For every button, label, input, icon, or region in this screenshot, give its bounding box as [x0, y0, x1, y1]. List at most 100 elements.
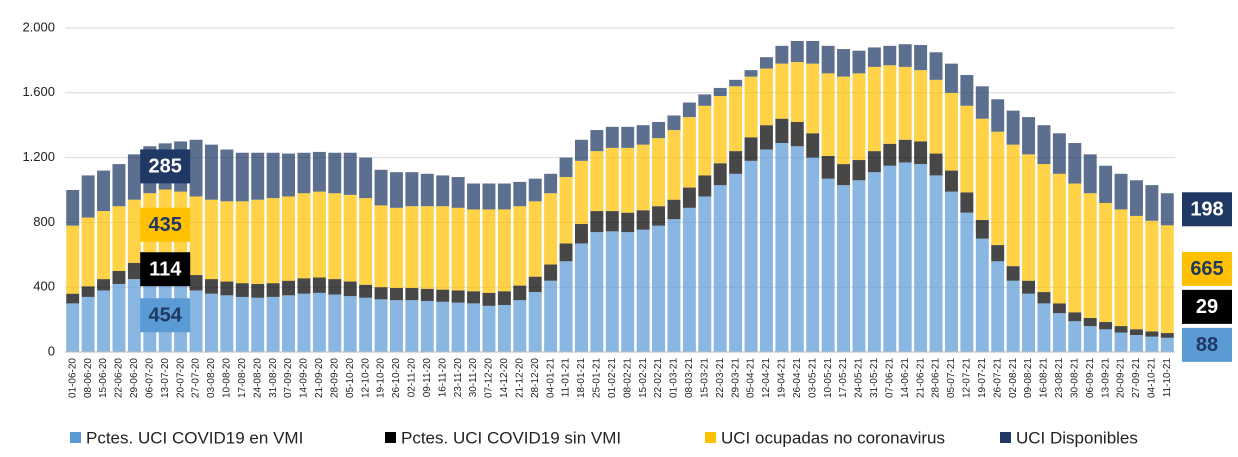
x-tick-label: 19-10-20	[376, 358, 387, 398]
bar-segment	[220, 201, 234, 282]
bar-segment	[744, 160, 758, 352]
x-tick-label: 29-06-20	[129, 358, 140, 398]
bar-segment	[713, 163, 727, 186]
bar-segment	[975, 118, 989, 220]
bar-segment	[266, 296, 280, 352]
bar-segment	[867, 172, 881, 352]
bar-segment	[497, 209, 511, 292]
x-tick-label: 19-04-21	[777, 358, 788, 398]
bar-segment	[467, 209, 481, 292]
bar-segment	[914, 141, 928, 165]
x-tick-label: 28-12-20	[530, 358, 541, 398]
bar-segment	[312, 277, 326, 293]
label-box	[1182, 251, 1232, 286]
bar-segment	[1022, 280, 1036, 294]
bar-segment	[698, 105, 712, 176]
bar-segment	[97, 279, 111, 291]
x-tick-label: 21-12-20	[514, 358, 525, 398]
bar-segment	[636, 144, 650, 211]
bar-segment	[713, 185, 727, 352]
bar-segment	[282, 196, 296, 281]
bar-segment	[282, 280, 296, 296]
bar-segment	[821, 73, 835, 156]
bar-segment	[944, 63, 958, 93]
label-box	[140, 149, 191, 184]
bar-segment	[220, 281, 234, 296]
x-tick-label: 02-11-20	[407, 358, 418, 398]
bar-segment	[81, 286, 95, 297]
x-tick-label: 27-09-21	[1131, 358, 1142, 398]
x-tick-label: 23-11-20	[453, 358, 464, 398]
x-tick-label: 25-01-21	[592, 358, 603, 398]
bar-segment	[374, 287, 388, 300]
x-tick-label: 03-08-20	[206, 358, 217, 398]
bar-segment	[790, 146, 804, 352]
x-tick-label: 22-03-21	[715, 358, 726, 398]
bar-segment	[960, 212, 974, 352]
bar-segment	[621, 232, 635, 352]
bar-segment	[867, 66, 881, 152]
x-tick-label: 22-02-21	[653, 358, 664, 398]
x-tick-label: 16-11-20	[437, 358, 448, 398]
x-tick-label: 08-06-20	[83, 358, 94, 398]
bar-segment	[204, 199, 218, 280]
bar-segment	[960, 74, 974, 106]
bar-segment	[682, 117, 696, 188]
bar-segment	[698, 175, 712, 197]
legend-swatch	[1000, 432, 1011, 443]
bar-segment	[1145, 331, 1159, 337]
bar-segment	[929, 79, 943, 154]
bar-segment	[328, 294, 342, 352]
bar-segment	[759, 149, 773, 352]
bar-segment	[636, 210, 650, 230]
bar-segment	[806, 133, 820, 158]
bar-segment	[1160, 337, 1174, 352]
x-tick-label: 05-04-21	[746, 358, 757, 398]
data-label: 454	[149, 305, 183, 327]
bar-segment	[266, 152, 280, 199]
bar-segment	[837, 49, 851, 77]
bar-segment	[97, 170, 111, 212]
bar-segment	[759, 68, 773, 126]
bar-segment	[775, 143, 789, 352]
bar-segment	[235, 201, 249, 284]
bar-segment	[590, 211, 604, 233]
bar-segment	[405, 172, 419, 207]
y-tick-label: 1.200	[22, 149, 55, 164]
bar-segment	[682, 207, 696, 352]
bar-segment	[235, 296, 249, 352]
x-tick-label: 29-03-21	[730, 358, 741, 398]
bar-segment	[574, 160, 588, 225]
data-label: 198	[1190, 199, 1223, 221]
bar-segment	[374, 299, 388, 352]
bar-segment	[220, 295, 234, 352]
bar-segment	[359, 284, 373, 298]
x-tick-label: 26-10-20	[391, 358, 402, 398]
bar-segment	[806, 157, 820, 352]
bar-segment	[682, 102, 696, 118]
bar-segment	[929, 52, 943, 80]
legend-label: UCI ocupadas no coronavirus	[721, 428, 945, 447]
bar-segment	[698, 196, 712, 352]
bar-segment	[605, 126, 619, 148]
data-label: 665	[1190, 258, 1223, 280]
bar-segment	[482, 305, 496, 352]
legend-label: UCI Disponibles	[1016, 428, 1138, 447]
label-box	[140, 207, 191, 242]
bar-segment	[821, 178, 835, 352]
bar-segment	[389, 207, 403, 289]
bar-segment	[960, 192, 974, 213]
x-tick-label: 06-07-20	[144, 358, 155, 398]
bar-segment	[189, 275, 203, 291]
bar-segment	[1083, 193, 1097, 318]
bar-segment	[713, 87, 727, 97]
x-tick-label: 28-06-21	[931, 358, 942, 398]
bar-segment	[359, 157, 373, 199]
bar-segment	[204, 279, 218, 294]
bar-segment	[112, 271, 126, 284]
bar-segment	[898, 139, 912, 163]
bar-segment	[729, 79, 743, 87]
label-box	[140, 252, 191, 287]
bar-segment	[1114, 209, 1128, 327]
x-tick-label: 07-06-21	[884, 358, 895, 398]
